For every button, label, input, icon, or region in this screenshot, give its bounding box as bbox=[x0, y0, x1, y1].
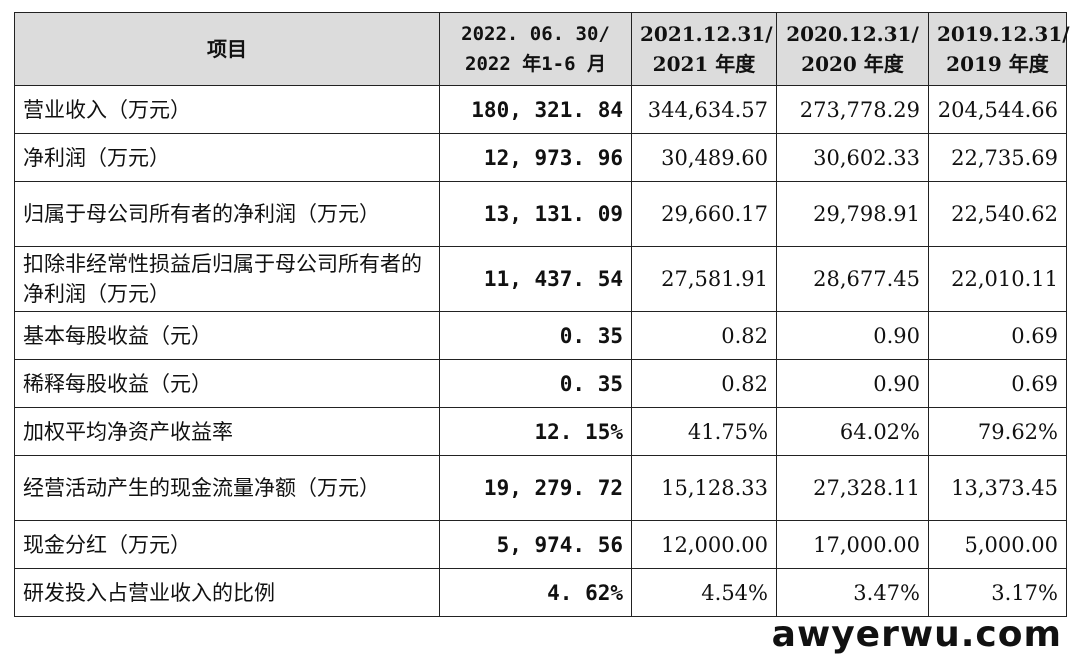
header-2022h1: 2022. 06. 30/ 2022 年1-6 月 bbox=[439, 12, 632, 86]
row-label: 现金分红（万元） bbox=[14, 520, 440, 569]
cell-2022h1: 19, 279. 72 bbox=[439, 455, 632, 521]
cell-2022h1: 13, 131. 09 bbox=[439, 181, 632, 247]
cell-2020: 64.02% bbox=[776, 407, 929, 456]
row-label: 净利润（万元） bbox=[14, 133, 440, 182]
cell-2019: 22,735.69 bbox=[928, 133, 1067, 182]
cell-2020: 28,677.45 bbox=[776, 246, 929, 312]
table-row-revenue: 营业收入（万元） 180, 321. 84 344,634.57 273,778… bbox=[14, 85, 1067, 134]
cell-2021: 0.82 bbox=[631, 311, 777, 360]
header-2019-line1: 2019.12.31/ bbox=[937, 22, 1070, 46]
row-label: 研发投入占营业收入的比例 bbox=[14, 568, 440, 617]
cell-2022h1: 0. 35 bbox=[439, 359, 632, 408]
header-2020: 2020.12.31/ 2020 年度 bbox=[776, 12, 929, 86]
header-2022h1-line1: 2022. 06. 30/ bbox=[461, 23, 610, 45]
cell-2019: 3.17% bbox=[928, 568, 1067, 617]
cell-2020: 30,602.33 bbox=[776, 133, 929, 182]
cell-2020: 0.90 bbox=[776, 311, 929, 360]
cell-2019: 0.69 bbox=[928, 359, 1067, 408]
cell-2021: 12,000.00 bbox=[631, 520, 777, 569]
header-2020-line1: 2020.12.31/ bbox=[786, 22, 919, 46]
cell-2019: 22,010.11 bbox=[928, 246, 1067, 312]
table-row-parent-net-profit: 归属于母公司所有者的净利润（万元） 13, 131. 09 29,660.17 … bbox=[14, 181, 1067, 247]
cell-2022h1: 12, 973. 96 bbox=[439, 133, 632, 182]
financial-data-table: 项目 2022. 06. 30/ 2022 年1-6 月 2021.12.31/… bbox=[14, 12, 1070, 617]
row-label: 加权平均净资产收益率 bbox=[14, 407, 440, 456]
table-row-rd-ratio: 研发投入占营业收入的比例 4. 62% 4.54% 3.47% 3.17% bbox=[14, 568, 1067, 617]
row-label: 基本每股收益（元） bbox=[14, 311, 440, 360]
cell-2021: 4.54% bbox=[631, 568, 777, 617]
cell-2020: 0.90 bbox=[776, 359, 929, 408]
header-2021: 2021.12.31/ 2021 年度 bbox=[631, 12, 777, 86]
header-2019: 2019.12.31/ 2019 年度 bbox=[928, 12, 1070, 86]
cell-2019: 79.62% bbox=[928, 407, 1067, 456]
cell-2021: 29,660.17 bbox=[631, 181, 777, 247]
cell-2021: 15,128.33 bbox=[631, 455, 777, 521]
table-header-row: 项目 2022. 06. 30/ 2022 年1-6 月 2021.12.31/… bbox=[14, 12, 1070, 86]
watermark-text: awyerwu.com bbox=[771, 614, 1062, 655]
cell-2020: 273,778.29 bbox=[776, 85, 929, 134]
header-2020-line2: 2020 年度 bbox=[801, 52, 904, 76]
cell-2021: 27,581.91 bbox=[631, 246, 777, 312]
financial-table-container: 项目 2022. 06. 30/ 2022 年1-6 月 2021.12.31/… bbox=[14, 12, 1070, 617]
cell-2022h1: 5, 974. 56 bbox=[439, 520, 632, 569]
table-row-cash-dividend: 现金分红（万元） 5, 974. 56 12,000.00 17,000.00 … bbox=[14, 520, 1067, 569]
cell-2022h1: 180, 321. 84 bbox=[439, 85, 632, 134]
row-label: 扣除非经常性损益后归属于母公司所有者的净利润（万元） bbox=[14, 246, 440, 312]
cell-2021: 0.82 bbox=[631, 359, 777, 408]
cell-2021: 344,634.57 bbox=[631, 85, 777, 134]
row-label: 经营活动产生的现金流量净额（万元） bbox=[14, 455, 440, 521]
table-row-adjusted-net-profit: 扣除非经常性损益后归属于母公司所有者的净利润（万元） 11, 437. 54 2… bbox=[14, 246, 1067, 312]
cell-2022h1: 12. 15% bbox=[439, 407, 632, 456]
table-row-net-profit: 净利润（万元） 12, 973. 96 30,489.60 30,602.33 … bbox=[14, 133, 1067, 182]
row-label: 稀释每股收益（元） bbox=[14, 359, 440, 408]
table-row-basic-eps: 基本每股收益（元） 0. 35 0.82 0.90 0.69 bbox=[14, 311, 1067, 360]
cell-2022h1: 4. 62% bbox=[439, 568, 632, 617]
cell-2020: 29,798.91 bbox=[776, 181, 929, 247]
cell-2022h1: 0. 35 bbox=[439, 311, 632, 360]
cell-2019: 5,000.00 bbox=[928, 520, 1067, 569]
table-row-roe: 加权平均净资产收益率 12. 15% 41.75% 64.02% 79.62% bbox=[14, 407, 1067, 456]
cell-2022h1: 11, 437. 54 bbox=[439, 246, 632, 312]
cell-2021: 41.75% bbox=[631, 407, 777, 456]
cell-2019: 0.69 bbox=[928, 311, 1067, 360]
cell-2020: 3.47% bbox=[776, 568, 929, 617]
cell-2020: 27,328.11 bbox=[776, 455, 929, 521]
cell-2020: 17,000.00 bbox=[776, 520, 929, 569]
table-row-operating-cash-flow: 经营活动产生的现金流量净额（万元） 19, 279. 72 15,128.33 … bbox=[14, 455, 1067, 521]
header-2022h1-line2: 2022 年1-6 月 bbox=[465, 53, 606, 75]
row-label: 营业收入（万元） bbox=[14, 85, 440, 134]
cell-2021: 30,489.60 bbox=[631, 133, 777, 182]
cell-2019: 204,544.66 bbox=[928, 85, 1067, 134]
header-2021-line2: 2021 年度 bbox=[652, 52, 756, 76]
cell-2019: 22,540.62 bbox=[928, 181, 1067, 247]
header-2021-line1: 2021.12.31/ bbox=[640, 22, 773, 46]
row-label: 归属于母公司所有者的净利润（万元） bbox=[14, 181, 440, 247]
header-2019-line2: 2019 年度 bbox=[946, 52, 1049, 76]
header-item: 项目 bbox=[14, 12, 440, 86]
cell-2019: 13,373.45 bbox=[928, 455, 1067, 521]
table-row-diluted-eps: 稀释每股收益（元） 0. 35 0.82 0.90 0.69 bbox=[14, 359, 1067, 408]
